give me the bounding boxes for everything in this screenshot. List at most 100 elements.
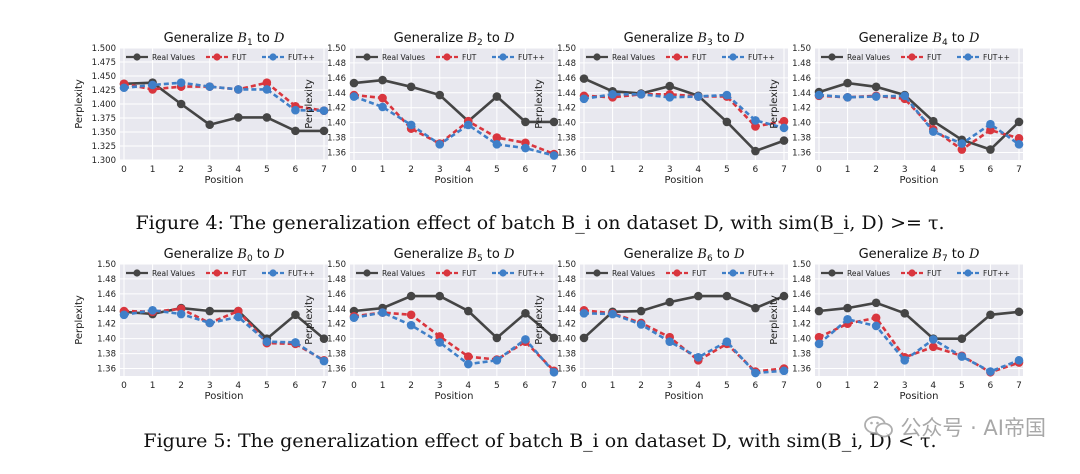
x-tick-label: 3 [667, 381, 673, 391]
legend: Real Values FUT FUT++ [586, 53, 775, 62]
legend-marker [213, 53, 221, 61]
y-tick-label: 1.36 [792, 365, 811, 375]
x-tick-label: 0 [351, 165, 357, 175]
x-tick-label: 7 [1016, 381, 1022, 391]
data-point [957, 334, 967, 343]
x-tick-label: 7 [1016, 165, 1022, 175]
legend-label: Real Values [152, 269, 195, 278]
legend-label: Real Values [612, 53, 655, 62]
y-tick-label: 1.350 [92, 128, 116, 138]
y-axis-label: Perplexity [304, 79, 315, 129]
data-point [463, 306, 473, 316]
y-tick-label: 1.48 [557, 59, 576, 69]
x-tick-label: 0 [121, 381, 127, 391]
data-point [751, 116, 760, 125]
y-tick-label: 1.38 [792, 350, 811, 360]
y-axis-label: Perplexity [74, 79, 85, 129]
chart-title: Generalize B7 to D [859, 247, 980, 264]
x-tick-label: 3 [667, 165, 673, 175]
data-point [871, 92, 881, 101]
data-point [291, 310, 300, 320]
legend-marker [133, 269, 141, 277]
legend-marker [908, 53, 916, 61]
y-tick-label: 1.44 [557, 305, 576, 315]
wechat-icon [864, 416, 894, 438]
data-point [608, 309, 617, 319]
data-point [928, 127, 938, 136]
chart-4: 1.36 1.38 1.40 1.42 1.44 1.46 1.48 1.50 0 1 2 3 4 5 6 7… [769, 31, 1024, 186]
chart-title: Generalize B2 to D [394, 31, 515, 48]
data-point [406, 310, 416, 320]
x-tick-label: 1 [150, 165, 156, 175]
x-tick-label: 6 [753, 165, 759, 175]
x-tick-label: 0 [816, 165, 822, 175]
y-axis-label: Perplexity [769, 79, 780, 129]
x-tick-label: 1 [610, 165, 616, 175]
data-point [549, 367, 559, 377]
data-point [900, 91, 910, 101]
y-tick-label: 1.36 [327, 365, 346, 375]
data-point [378, 308, 387, 317]
data-point [665, 297, 675, 307]
legend: Real Values FUT FUT++ [586, 269, 775, 278]
x-tick-label: 7 [321, 381, 327, 391]
x-tick-label: 6 [523, 381, 529, 391]
y-tick-label: 1.50 [792, 260, 811, 270]
legend-label: FUT [462, 269, 477, 278]
data-point [176, 309, 186, 319]
y-tick-label: 1.44 [327, 305, 346, 315]
legend-label: FUT++ [518, 269, 545, 278]
y-tick-label: 1.46 [557, 74, 576, 84]
y-tick-label: 1.48 [97, 275, 116, 285]
legend-label: Real Values [612, 269, 655, 278]
data-point [814, 90, 824, 100]
x-axis-label: Position [900, 175, 939, 186]
x-tick-label: 5 [494, 381, 500, 391]
y-tick-label: 1.40 [792, 335, 811, 345]
series-line-fut [353, 93, 555, 156]
legend-marker [828, 269, 836, 277]
legend-marker [443, 53, 451, 61]
legend-label: FUT [692, 269, 707, 278]
data-point [665, 337, 675, 346]
y-tick-label: 1.40 [327, 335, 346, 345]
legend-marker [964, 53, 972, 61]
series-line-fut [818, 316, 1020, 374]
x-tick-label: 4 [930, 165, 936, 175]
x-tick-label: 0 [121, 165, 127, 175]
figure-4-caption: Figure 4: The generalization effect of b… [135, 212, 945, 234]
y-tick-label: 1.44 [557, 89, 576, 99]
y-tick-label: 1.46 [327, 74, 346, 84]
y-axis-label: Perplexity [769, 295, 780, 345]
legend-label: FUT [232, 53, 247, 62]
data-point [986, 367, 995, 376]
data-point [262, 113, 272, 122]
x-tick-label: 2 [408, 381, 414, 391]
x-tick-label: 3 [207, 165, 213, 175]
plot-area [580, 48, 788, 160]
x-tick-label: 2 [873, 381, 879, 391]
series-line-fut [353, 311, 555, 372]
y-tick-label: 1.46 [327, 290, 346, 300]
legend-marker [673, 53, 681, 61]
x-tick-label: 4 [235, 381, 241, 391]
legend-label: FUT++ [983, 53, 1010, 62]
x-tick-label: 0 [351, 381, 357, 391]
data-point [579, 74, 589, 83]
data-point [843, 303, 852, 313]
data-point [986, 125, 995, 135]
plot-area [580, 264, 788, 376]
x-tick-label: 7 [551, 381, 557, 391]
x-tick-label: 0 [816, 381, 822, 391]
data-point [722, 90, 732, 100]
data-point [722, 337, 732, 346]
data-point [986, 145, 995, 154]
series-line-real-values [818, 301, 1020, 341]
legend-label: Real Values [382, 269, 425, 278]
data-point [492, 356, 502, 365]
y-tick-label: 1.42 [557, 104, 576, 114]
x-tick-label: 4 [465, 381, 471, 391]
legend-marker [269, 269, 277, 277]
